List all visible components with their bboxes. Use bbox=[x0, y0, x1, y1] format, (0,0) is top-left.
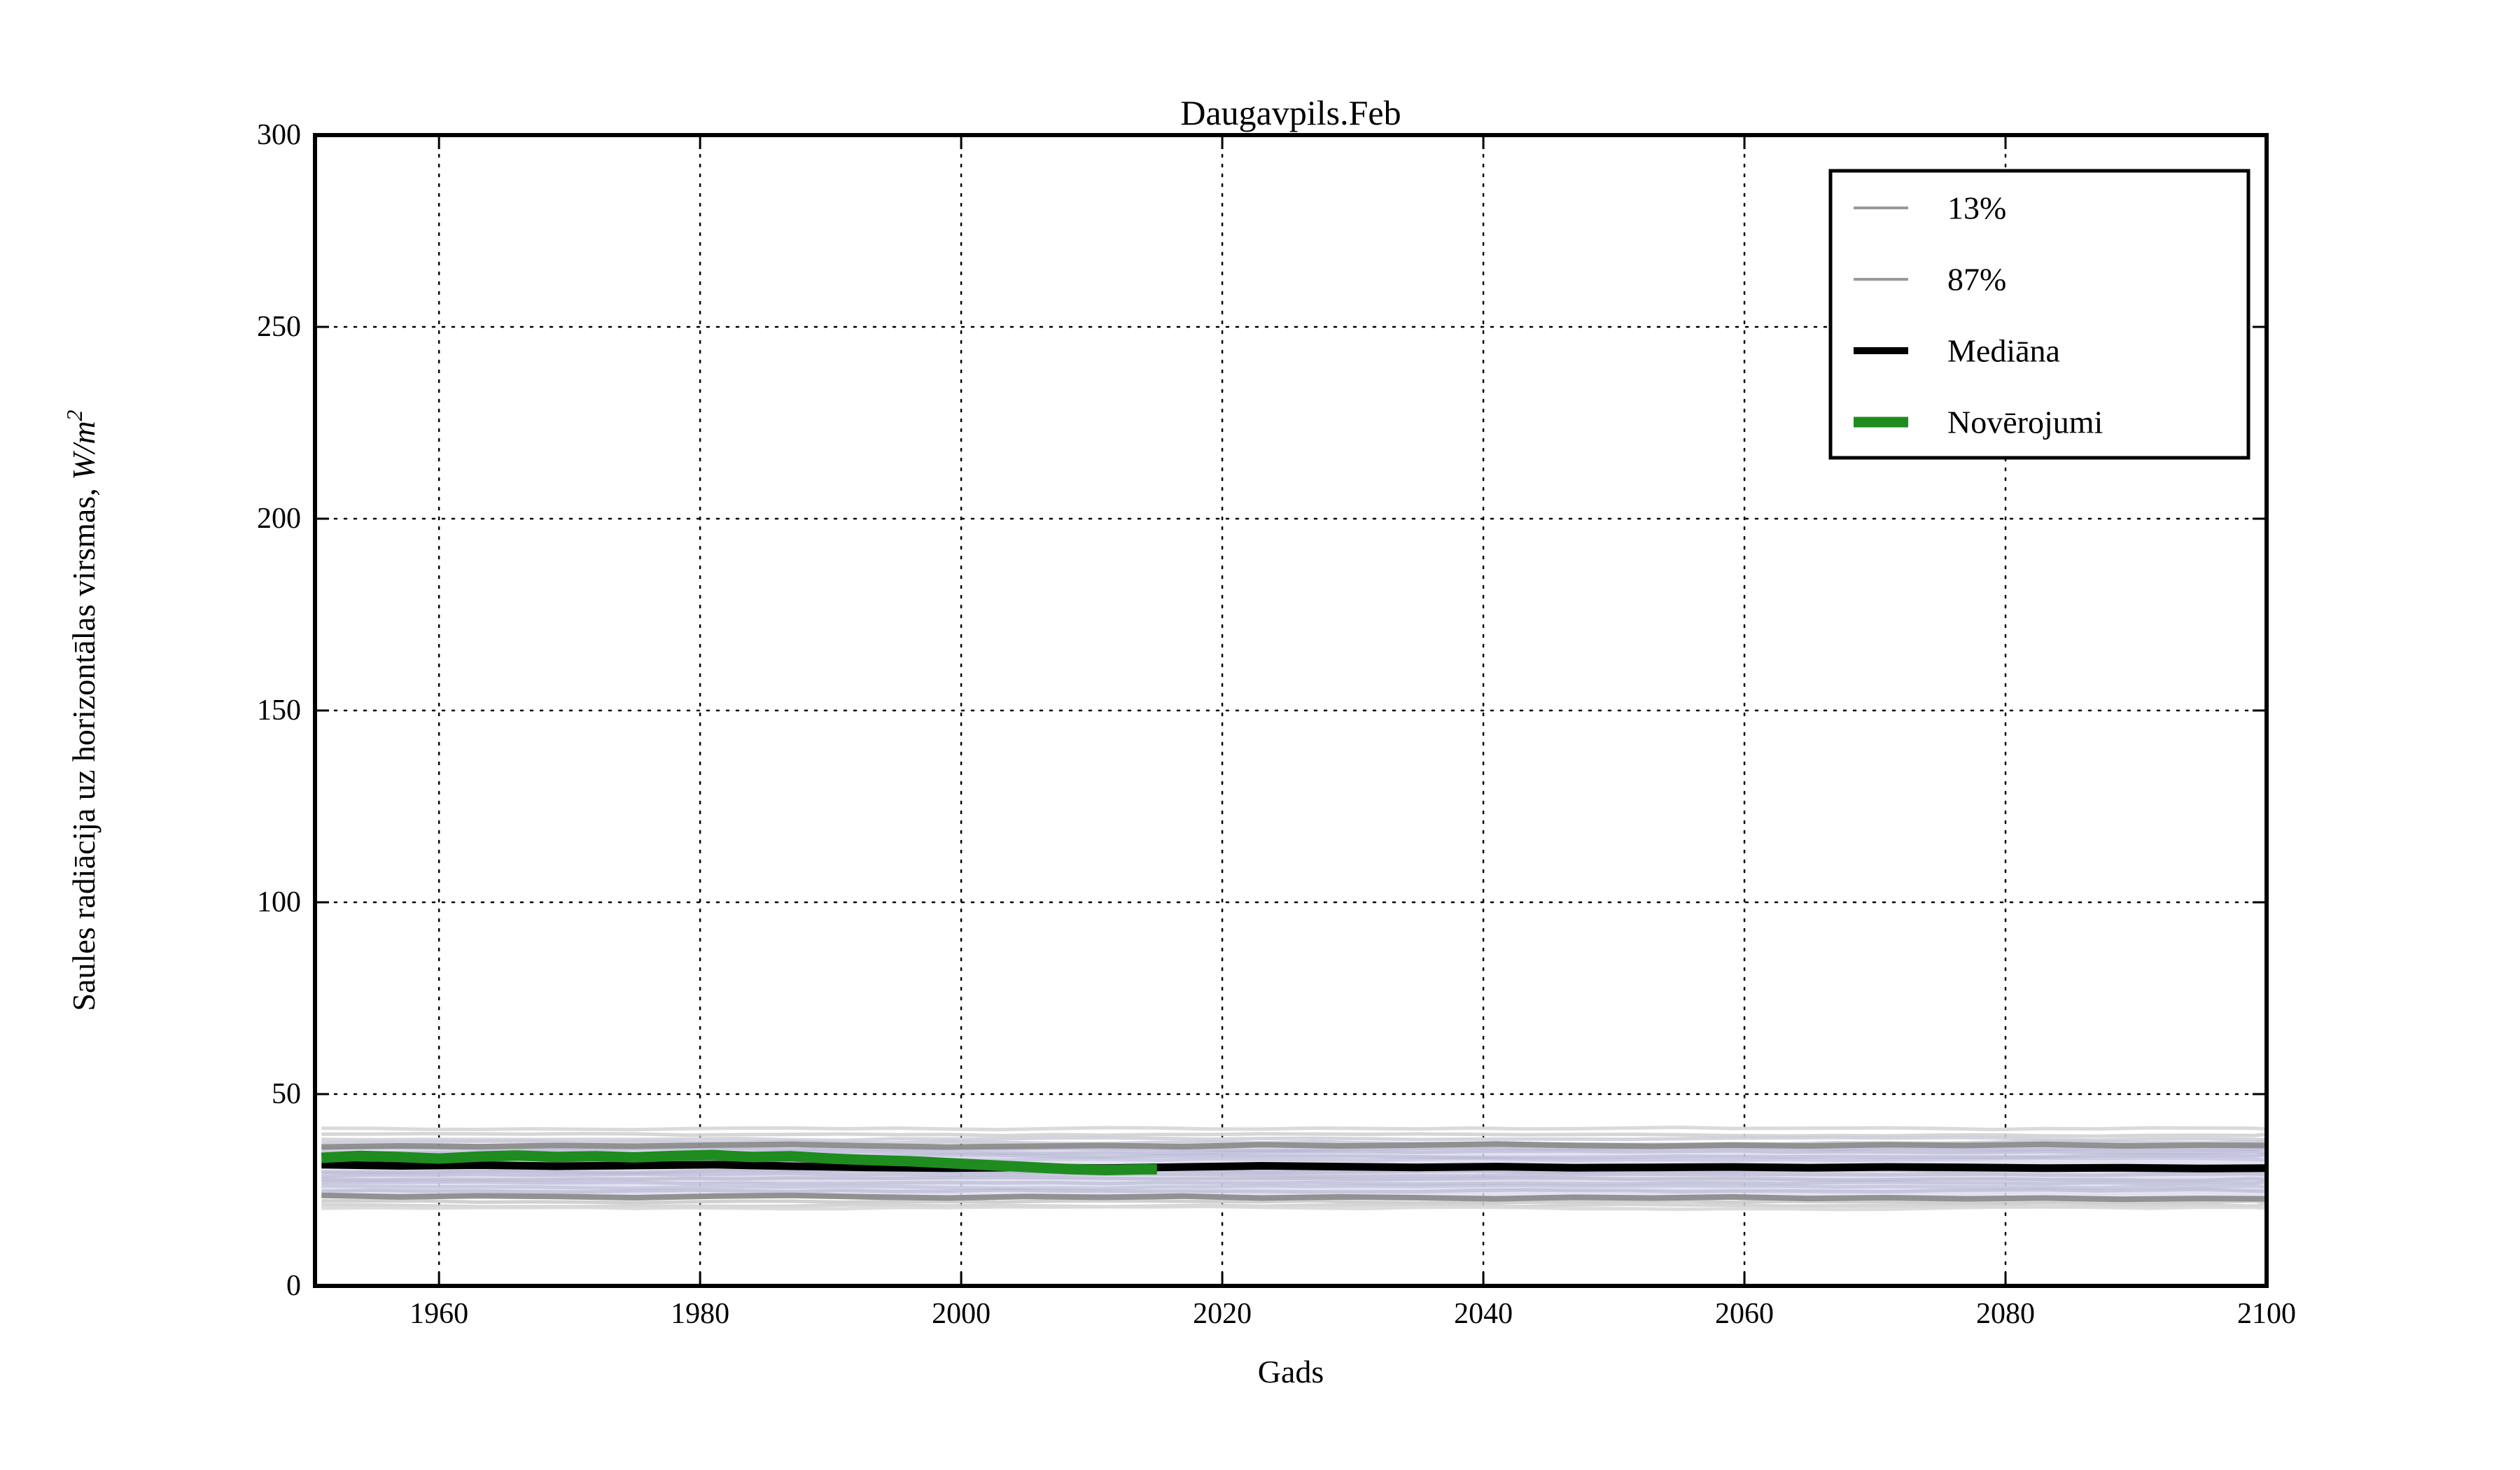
legend-entry: Novērojumi bbox=[1854, 405, 2103, 440]
legend-entry: Mediāna bbox=[1854, 333, 2060, 369]
x-tick-label: 2060 bbox=[1715, 1298, 1774, 1330]
ensemble-line bbox=[321, 1175, 2267, 1182]
y-tick-label: 250 bbox=[257, 311, 301, 343]
ensemble-line bbox=[321, 1135, 2267, 1142]
x-tick-label: 2080 bbox=[1976, 1298, 2035, 1330]
x-tick-label: 2020 bbox=[1193, 1298, 1252, 1330]
y-tick-label: 300 bbox=[257, 119, 301, 151]
y-axis-label: Saules radiācija uz horizontālas virsmas… bbox=[62, 410, 102, 1011]
plot-title: Daugavpils.Feb bbox=[1180, 93, 1401, 132]
observations-line bbox=[321, 1149, 1157, 1175]
legend-entry: 13% bbox=[1854, 190, 2006, 226]
legend-box bbox=[1828, 169, 2250, 460]
tick-layer bbox=[315, 134, 2268, 1287]
x-tick-label: 2040 bbox=[1454, 1298, 1513, 1330]
y-tick-label: 150 bbox=[257, 694, 301, 727]
legend-label: Mediāna bbox=[1947, 333, 2060, 369]
ensemble-line bbox=[321, 1180, 2267, 1186]
legend-entries: 13% 87% Mediāna Novērojumi bbox=[1854, 190, 2103, 440]
x-tick-label: 1960 bbox=[410, 1298, 468, 1330]
legend-entry: 87% bbox=[1854, 262, 2006, 298]
x-axis-label: Gads bbox=[1258, 1354, 1324, 1390]
y-tick-label: 100 bbox=[257, 886, 301, 918]
legend-label: 13% bbox=[1947, 190, 2006, 226]
percentile-upper-line bbox=[321, 1141, 2267, 1150]
ensemble-line bbox=[321, 1187, 2267, 1194]
legend: 13% 87% Mediāna Novērojumi bbox=[1828, 169, 2250, 460]
tick-label-layer: 1960 1980 2000 2020 2040 2060 2080 2100 0 50 100 15… bbox=[257, 119, 2296, 1330]
y-tick-label: 50 bbox=[272, 1078, 301, 1110]
ensemble-line bbox=[321, 1205, 2267, 1212]
y-tick-label: 200 bbox=[257, 503, 301, 535]
percentile-lower-line bbox=[321, 1192, 2267, 1203]
ensemble-line bbox=[321, 1171, 2267, 1178]
series-layer bbox=[321, 1141, 2267, 1203]
x-tick-label: 2000 bbox=[932, 1298, 990, 1330]
ensemble-line bbox=[321, 1199, 2267, 1205]
legend-label: Novērojumi bbox=[1947, 405, 2103, 440]
legend-label: 87% bbox=[1947, 262, 2006, 298]
ensemble-line bbox=[321, 1132, 2267, 1138]
y-tick-label: 0 bbox=[286, 1270, 301, 1302]
median-line bbox=[321, 1161, 2267, 1172]
x-tick-label: 1980 bbox=[671, 1298, 729, 1330]
ensemble-line bbox=[321, 1183, 2267, 1191]
ensemble-line bbox=[321, 1126, 2267, 1132]
x-tick-label: 2100 bbox=[2237, 1298, 2296, 1330]
